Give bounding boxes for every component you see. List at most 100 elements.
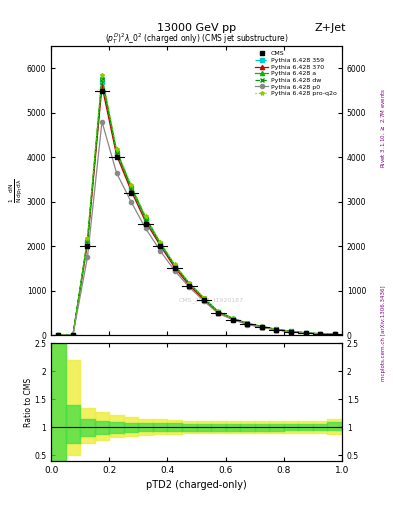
Pythia 6.428 pro-q2o [303,330,308,336]
Pythia 6.428 359 [143,217,148,223]
Pythia 6.428 p0 [85,254,90,261]
Line: CMS: CMS [57,89,336,337]
Pythia 6.428 dw [216,309,221,315]
Pythia 6.428 dw [245,321,250,327]
Pythia 6.428 pro-q2o [143,214,148,220]
Pythia 6.428 359 [303,330,308,336]
Pythia 6.428 pro-q2o [289,328,294,334]
Pythia 6.428 p0 [56,332,61,338]
Text: 13000 GeV pp: 13000 GeV pp [157,23,236,33]
Pythia 6.428 pro-q2o [158,239,163,245]
Pythia 6.428 p0 [202,298,206,304]
Pythia 6.428 dw [100,76,105,82]
CMS [187,283,192,289]
Pythia 6.428 p0 [216,310,221,316]
Pythia 6.428 dw [332,331,337,337]
Pythia 6.428 370 [303,330,308,336]
Pythia 6.428 370 [332,331,337,337]
Pythia 6.428 359 [71,332,75,338]
Pythia 6.428 dw [173,263,177,269]
Pythia 6.428 p0 [318,331,323,337]
Pythia 6.428 dw [129,184,134,190]
Pythia 6.428 pro-q2o [85,235,90,241]
CMS [260,324,264,330]
Pythia 6.428 370 [100,83,105,89]
Pythia 6.428 dw [114,149,119,155]
Pythia 6.428 pro-q2o [260,324,264,330]
Pythia 6.428 dw [56,332,61,338]
Pythia 6.428 370 [158,242,163,248]
Pythia 6.428 359 [100,79,105,85]
Pythia 6.428 370 [318,331,323,337]
Y-axis label: $\mathrm{\frac{1}{N}\frac{dN}{dp_T d\lambda}}$: $\mathrm{\frac{1}{N}\frac{dN}{dp_T d\lam… [8,178,25,203]
Text: Rivet 3.1.10, $\geq$ 2.7M events: Rivet 3.1.10, $\geq$ 2.7M events [379,88,387,168]
Text: Z+Jet: Z+Jet [314,23,346,33]
Line: Pythia 6.428 dw: Pythia 6.428 dw [56,77,337,337]
Line: Pythia 6.428 359: Pythia 6.428 359 [57,80,336,337]
Pythia 6.428 a [318,331,323,337]
Pythia 6.428 359 [158,241,163,247]
Pythia 6.428 p0 [173,268,177,274]
Pythia 6.428 a [332,331,337,337]
Pythia 6.428 dw [260,324,264,330]
Pythia 6.428 dw [158,241,163,247]
Pythia 6.428 pro-q2o [114,146,119,153]
Pythia 6.428 a [216,309,221,315]
Pythia 6.428 p0 [332,331,337,337]
CMS [318,331,323,337]
CMS [231,316,235,323]
Pythia 6.428 a [71,332,75,338]
Pythia 6.428 a [303,330,308,336]
Pythia 6.428 a [187,280,192,286]
CMS [100,88,105,94]
Pythia 6.428 359 [245,321,250,327]
CMS [85,243,90,249]
Pythia 6.428 dw [71,332,75,338]
Pythia 6.428 pro-q2o [71,332,75,338]
Pythia 6.428 359 [187,281,192,287]
Pythia 6.428 p0 [143,225,148,231]
Pythia 6.428 pro-q2o [129,182,134,188]
Line: Pythia 6.428 p0: Pythia 6.428 p0 [56,120,337,337]
Pythia 6.428 370 [114,152,119,158]
Pythia 6.428 dw [274,326,279,332]
Pythia 6.428 370 [56,332,61,338]
Pythia 6.428 dw [318,331,323,337]
CMS [71,332,75,338]
Pythia 6.428 370 [274,327,279,333]
Title: $(p_T^D)^2\lambda\_0^2$ (charged only) (CMS jet substructure): $(p_T^D)^2\lambda\_0^2$ (charged only) (… [105,31,288,46]
Pythia 6.428 pro-q2o [332,331,337,337]
Pythia 6.428 359 [85,239,90,245]
Pythia 6.428 a [231,315,235,322]
Pythia 6.428 dw [231,315,235,322]
Pythia 6.428 370 [231,316,235,322]
Pythia 6.428 p0 [71,332,75,338]
Pythia 6.428 a [56,332,61,338]
Pythia 6.428 370 [260,324,264,330]
Pythia 6.428 359 [56,332,61,338]
Pythia 6.428 p0 [100,119,105,125]
Pythia 6.428 a [158,240,163,246]
Pythia 6.428 359 [289,328,294,334]
Pythia 6.428 370 [129,187,134,194]
Pythia 6.428 p0 [260,325,264,331]
Pythia 6.428 a [143,214,148,220]
Pythia 6.428 370 [245,321,250,327]
Pythia 6.428 a [85,237,90,243]
Pythia 6.428 359 [202,295,206,302]
Pythia 6.428 p0 [114,170,119,176]
Pythia 6.428 pro-q2o [187,280,192,286]
CMS [332,331,337,337]
Pythia 6.428 370 [71,332,75,338]
Pythia 6.428 p0 [289,329,294,335]
Pythia 6.428 370 [143,219,148,225]
CMS [289,329,294,335]
Y-axis label: Ratio to CMS: Ratio to CMS [24,377,33,426]
Pythia 6.428 359 [332,331,337,337]
Pythia 6.428 370 [187,282,192,288]
Pythia 6.428 359 [114,150,119,156]
CMS [245,321,250,327]
Pythia 6.428 a [289,328,294,334]
Pythia 6.428 p0 [187,284,192,290]
Text: mcplots.cern.ch [arXiv:1306.3436]: mcplots.cern.ch [arXiv:1306.3436] [381,285,386,380]
